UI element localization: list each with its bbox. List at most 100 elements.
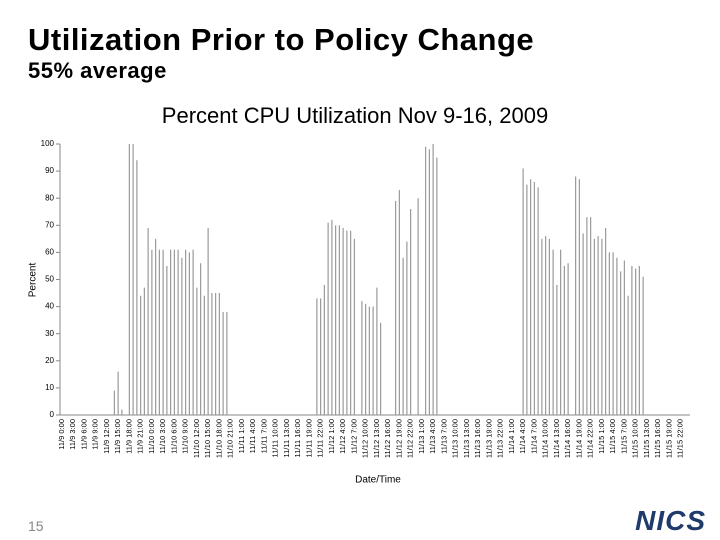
x-tick-label: 11/10 15:00 (203, 419, 212, 458)
bar (342, 228, 344, 415)
bar (128, 144, 130, 415)
bar (173, 249, 175, 415)
bar (203, 295, 205, 415)
bar (417, 198, 419, 415)
x-tick-label: 11/11 7:00 (259, 419, 268, 453)
bar (616, 257, 618, 415)
x-tick-label: 11/15 19:00 (664, 419, 673, 458)
bar (121, 409, 123, 415)
bar (327, 222, 329, 415)
y-tick-label: 40 (45, 302, 54, 311)
y-tick-label: 90 (45, 166, 54, 175)
x-tick-label: 11/13 13:00 (462, 419, 471, 458)
y-tick-label: 70 (45, 220, 54, 229)
bar (380, 322, 382, 415)
x-tick-label: 11/10 6:00 (169, 419, 178, 454)
bar (143, 287, 145, 415)
x-tick-label: 11/13 22:00 (496, 419, 505, 458)
slide-title: Utilization Prior to Policy Change (28, 22, 535, 57)
bar (207, 228, 209, 415)
x-tick-label: 11/10 12:00 (192, 419, 201, 458)
bar (545, 236, 547, 415)
x-tick-label: 11/9 21:00 (136, 419, 145, 454)
x-tick-label: 11/12 10:00 (361, 419, 370, 458)
bar (140, 295, 142, 415)
bar (350, 230, 352, 415)
bar (166, 265, 168, 415)
x-tick-label: 11/12 1:00 (327, 419, 336, 454)
bar (578, 179, 580, 415)
bar (623, 260, 625, 415)
x-tick-label: 11/9 18:00 (124, 419, 133, 454)
y-axis-label: Percent (28, 263, 39, 298)
x-tick-label: 11/10 21:00 (226, 419, 235, 458)
x-tick-label: 11/15 10:00 (631, 419, 640, 458)
bar (620, 271, 622, 415)
x-tick-label: 11/12 13:00 (372, 419, 381, 458)
bar (117, 371, 119, 415)
x-tick-label: 11/11 13:00 (282, 419, 291, 458)
y-tick-label: 30 (45, 329, 54, 338)
x-tick-label: 11/14 16:00 (563, 419, 572, 458)
x-tick-label: 11/14 22:00 (586, 419, 595, 458)
x-tick-label: 11/12 19:00 (394, 419, 403, 458)
bar (177, 249, 179, 415)
bar (425, 146, 427, 415)
bar (215, 293, 217, 415)
x-tick-label: 11/9 12:00 (102, 419, 111, 454)
bar (335, 225, 337, 415)
x-tick-label: 11/14 7:00 (529, 419, 538, 454)
bar (398, 190, 400, 415)
bar (218, 293, 220, 415)
bar (560, 249, 562, 415)
bar (526, 184, 528, 415)
page-number: 15 (28, 518, 44, 534)
bar (537, 187, 539, 415)
bar (522, 168, 524, 415)
bar (582, 233, 584, 415)
x-tick-label: 11/11 22:00 (316, 419, 325, 458)
x-tick-label: 11/9 9:00 (91, 419, 100, 450)
bar (406, 241, 408, 415)
bar (211, 293, 213, 415)
bar (113, 390, 115, 415)
bar (590, 217, 592, 415)
x-tick-label: 11/11 16:00 (293, 419, 302, 458)
x-tick-label: 11/9 15:00 (113, 419, 122, 454)
bar (410, 209, 412, 415)
bar (368, 306, 370, 415)
logo: NICS (635, 505, 706, 536)
bar (226, 312, 228, 415)
x-tick-label: 11/15 1:00 (597, 419, 606, 454)
bar (533, 181, 535, 415)
chart-title: Percent CPU Utilization Nov 9-16, 2009 (162, 103, 548, 128)
bar (638, 265, 640, 415)
bar (548, 238, 550, 415)
x-tick-label: 11/14 1:00 (507, 419, 516, 454)
x-tick-label: 11/13 4:00 (428, 419, 437, 454)
bar (162, 249, 164, 415)
bar (185, 249, 187, 415)
bar (155, 238, 157, 415)
x-tick-label: 11/11 1:00 (237, 419, 246, 453)
y-tick-label: 80 (45, 193, 54, 202)
x-tick-label: 11/13 19:00 (484, 419, 493, 458)
bar (593, 238, 595, 415)
slide-subtitle: 55% average (28, 58, 167, 83)
bar (196, 287, 198, 415)
bar (402, 257, 404, 415)
bar (170, 249, 172, 415)
x-tick-label: 11/13 7:00 (439, 419, 448, 454)
bar (601, 238, 603, 415)
bar (376, 287, 378, 415)
bar (323, 284, 325, 415)
bar (567, 263, 569, 415)
x-tick-label: 11/10 3:00 (158, 419, 167, 454)
x-tick-label: 11/10 9:00 (181, 419, 190, 454)
x-axis-label: Date/Time (355, 475, 401, 486)
x-tick-label: 11/12 7:00 (349, 419, 358, 454)
bar (556, 284, 558, 415)
x-tick-label: 11/14 4:00 (518, 419, 527, 454)
bar (132, 144, 134, 415)
